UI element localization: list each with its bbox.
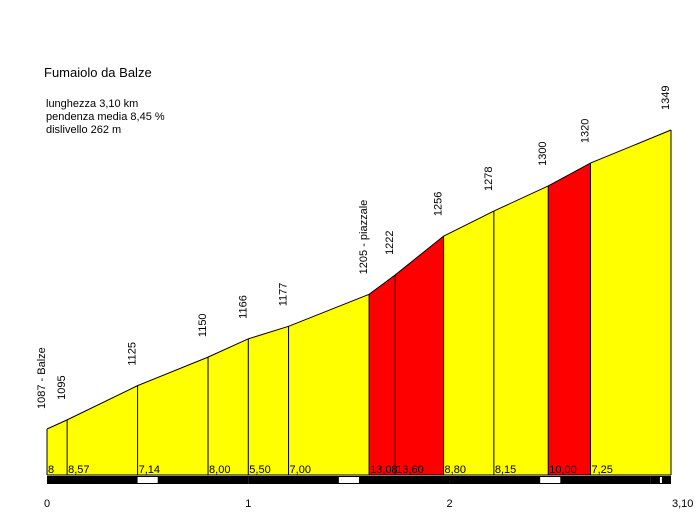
dividers-layer bbox=[46, 130, 672, 476]
profile-segment-3 bbox=[137, 357, 209, 475]
altitude-label-4: 1150 bbox=[197, 313, 209, 337]
scale-bar-gap-1 bbox=[137, 477, 158, 483]
altitude-label-2: 1095 bbox=[56, 375, 68, 399]
altitude-label-1: 1087 - Balze bbox=[36, 347, 48, 409]
profile-segment-5 bbox=[248, 326, 289, 475]
profile-segment-6 bbox=[288, 294, 370, 475]
profile-segment-8 bbox=[395, 236, 444, 475]
grade-label-3: 7,14 bbox=[139, 464, 160, 476]
scale-bar-gap-3 bbox=[540, 477, 561, 483]
altitude-label-3: 1125 bbox=[127, 342, 139, 366]
profile-segment-12 bbox=[590, 130, 671, 475]
grade-label-11: 10,00 bbox=[549, 464, 577, 476]
stat-gradient: pendenza media 8,45 % bbox=[46, 111, 165, 123]
altitude-label-7: 1205 - piazzale bbox=[358, 200, 370, 275]
x-tick-label-4: 3,10 bbox=[672, 498, 693, 510]
grade-label-5: 5,50 bbox=[249, 464, 270, 476]
x-tick-labels: 0 1 2 3,10 bbox=[44, 498, 693, 510]
profile-segment-10 bbox=[493, 185, 549, 475]
altitude-label-13: 1349 bbox=[660, 86, 672, 110]
profile-segment-4 bbox=[208, 338, 249, 475]
altitude-label-12: 1320 bbox=[579, 119, 591, 143]
grade-label-12: 7,25 bbox=[591, 464, 612, 476]
x-tick-label-2: 1 bbox=[245, 498, 251, 510]
altitude-labels-layer: 1087 - Balze 1095 1125 1150 1166 1177 1205 - p… bbox=[36, 86, 672, 409]
grade-label-6: 7,00 bbox=[290, 464, 311, 476]
x-tick-label-1: 0 bbox=[44, 498, 50, 510]
segments-layer bbox=[46, 129, 672, 476]
grade-label-9: 8,80 bbox=[445, 464, 466, 476]
altitude-label-8: 1222 bbox=[384, 230, 396, 254]
altitude-label-10: 1278 bbox=[483, 167, 495, 191]
profile-segment-7 bbox=[369, 274, 396, 475]
chart-title: Fumaiolo da Balze bbox=[44, 65, 152, 80]
grade-label-1: 8 bbox=[48, 464, 54, 476]
route-stats: lunghezza 3,10 km pendenza media 8,45 % … bbox=[46, 98, 165, 137]
profile-segment-9 bbox=[443, 211, 494, 475]
altitude-label-5: 1166 bbox=[237, 295, 249, 319]
profile-segment-11 bbox=[548, 163, 591, 476]
grade-label-7: 13,08 bbox=[370, 464, 398, 476]
grade-label-8: 13,60 bbox=[396, 464, 424, 476]
grade-label-4: 8,00 bbox=[209, 464, 230, 476]
grade-label-10: 8,15 bbox=[495, 464, 516, 476]
scale-bar-gap-2 bbox=[338, 477, 359, 483]
x-tick-label-3: 2 bbox=[447, 498, 453, 510]
profile-segment-1 bbox=[47, 419, 68, 475]
altitude-label-9: 1256 bbox=[433, 192, 445, 216]
altitude-label-11: 1300 bbox=[537, 141, 549, 165]
stat-length: lunghezza 3,10 km bbox=[46, 98, 139, 110]
stat-climb: dislivello 262 m bbox=[46, 124, 122, 136]
scale-bar-gap-4 bbox=[659, 477, 662, 483]
km-scale-bar bbox=[47, 476, 671, 484]
altitude-label-6: 1177 bbox=[278, 283, 290, 307]
profile-segment-2 bbox=[67, 385, 138, 475]
grade-label-2: 8,57 bbox=[68, 464, 89, 476]
